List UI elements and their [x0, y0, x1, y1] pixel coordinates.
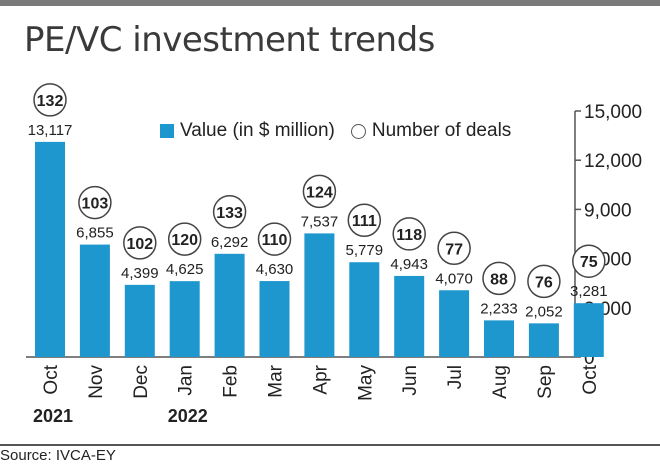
x-tick-label: Sep [535, 365, 556, 399]
bar-value-label: 4,399 [121, 265, 159, 282]
x-tick-label: Feb [221, 365, 242, 398]
x-tick-label: Oct [580, 364, 601, 394]
bar-value-label: 7,537 [301, 213, 339, 230]
bar-value-label: 4,943 [390, 256, 428, 273]
year-label: 2022 [168, 406, 208, 426]
deal-count-label: 103 [82, 196, 109, 213]
deal-count-label: 76 [535, 274, 553, 291]
bar [259, 281, 290, 357]
deal-circle [572, 244, 606, 278]
deal-circle [437, 231, 471, 266]
bar-value-label: 3,281 [570, 283, 608, 300]
legend-value-label: Value (in $ million) [180, 120, 335, 141]
x-tick-label: Mar [266, 364, 287, 397]
bar-value-label: 4,630 [256, 261, 294, 278]
bar [304, 233, 335, 357]
deal-circle [167, 222, 202, 256]
deal-circle [78, 185, 112, 220]
x-tick-label: Jan [176, 365, 197, 396]
legend: Value (in $ million) Number of deals [160, 120, 511, 142]
bar [124, 284, 155, 357]
bar-value-label: 2,233 [480, 300, 518, 317]
y-tick-label: 12,000 [584, 151, 642, 172]
top-rule [0, 0, 660, 6]
bar [35, 141, 65, 357]
y-tick-label: 9,000 [584, 200, 632, 221]
x-tick-label: Nov [86, 365, 107, 399]
bar-value-label: 6,292 [211, 234, 249, 251]
bar [573, 303, 604, 357]
bar [528, 323, 559, 357]
deal-circle [33, 83, 67, 117]
y-tick-label: 0 [584, 348, 595, 369]
deal-count-label: 111 [352, 213, 377, 230]
bar-value-label: 6,855 [76, 225, 114, 242]
deal-circle [482, 261, 516, 296]
bar-value-label: 5,779 [346, 242, 384, 259]
deal-count-label: 133 [216, 205, 243, 222]
bottom-rule [0, 444, 660, 446]
x-tick-label: Jun [400, 365, 421, 396]
deal-count-label: 110 [262, 232, 288, 249]
year-label: 2021 [33, 406, 73, 426]
bar-value-label: 4,625 [166, 261, 204, 278]
x-tick-label: Aug [490, 365, 511, 399]
deal-circle [257, 222, 292, 256]
bar [169, 281, 200, 357]
legend-circle-icon [350, 123, 366, 139]
bar [484, 320, 514, 357]
bar [439, 290, 470, 357]
source-note: Source: IVCA-EY [0, 447, 116, 464]
deal-count-label: 118 [396, 227, 422, 244]
deal-circle [347, 203, 382, 237]
chart-svg: 03,0006,0009,00012,00015,00013,117132Oct… [26, 83, 642, 426]
deal-circle [123, 226, 157, 260]
x-tick-label: Oct [41, 364, 62, 394]
deal-circle [392, 217, 426, 251]
bar-value-label: 4,070 [435, 270, 473, 287]
chart-title: PE/VC investment trends [24, 20, 435, 60]
deal-count-label: 124 [306, 184, 333, 201]
legend-deals-label: Number of deals [371, 120, 512, 141]
x-tick-label: Jul [445, 365, 466, 389]
bar-value-label: 2,052 [525, 303, 563, 320]
bar [349, 262, 380, 357]
bar [79, 244, 110, 357]
legend-bar-swatch [160, 124, 174, 138]
x-tick-label: Dec [131, 365, 152, 399]
bar [214, 253, 245, 357]
deal-circle [302, 174, 337, 209]
y-tick-label: 15,000 [584, 102, 642, 123]
x-tick-label: Apr [310, 364, 331, 394]
deal-circle [527, 264, 561, 299]
deal-circle [212, 195, 247, 229]
x-tick-label: May [355, 365, 376, 401]
deal-count-label: 88 [490, 271, 508, 288]
deal-count-label: 132 [37, 93, 64, 110]
deal-count-label: 75 [580, 254, 598, 271]
deal-count-label: 120 [171, 232, 198, 249]
bar-value-label: 13,117 [28, 122, 73, 139]
deal-count-label: 102 [126, 236, 153, 253]
bar [394, 275, 425, 357]
deal-count-label: 77 [445, 241, 463, 258]
